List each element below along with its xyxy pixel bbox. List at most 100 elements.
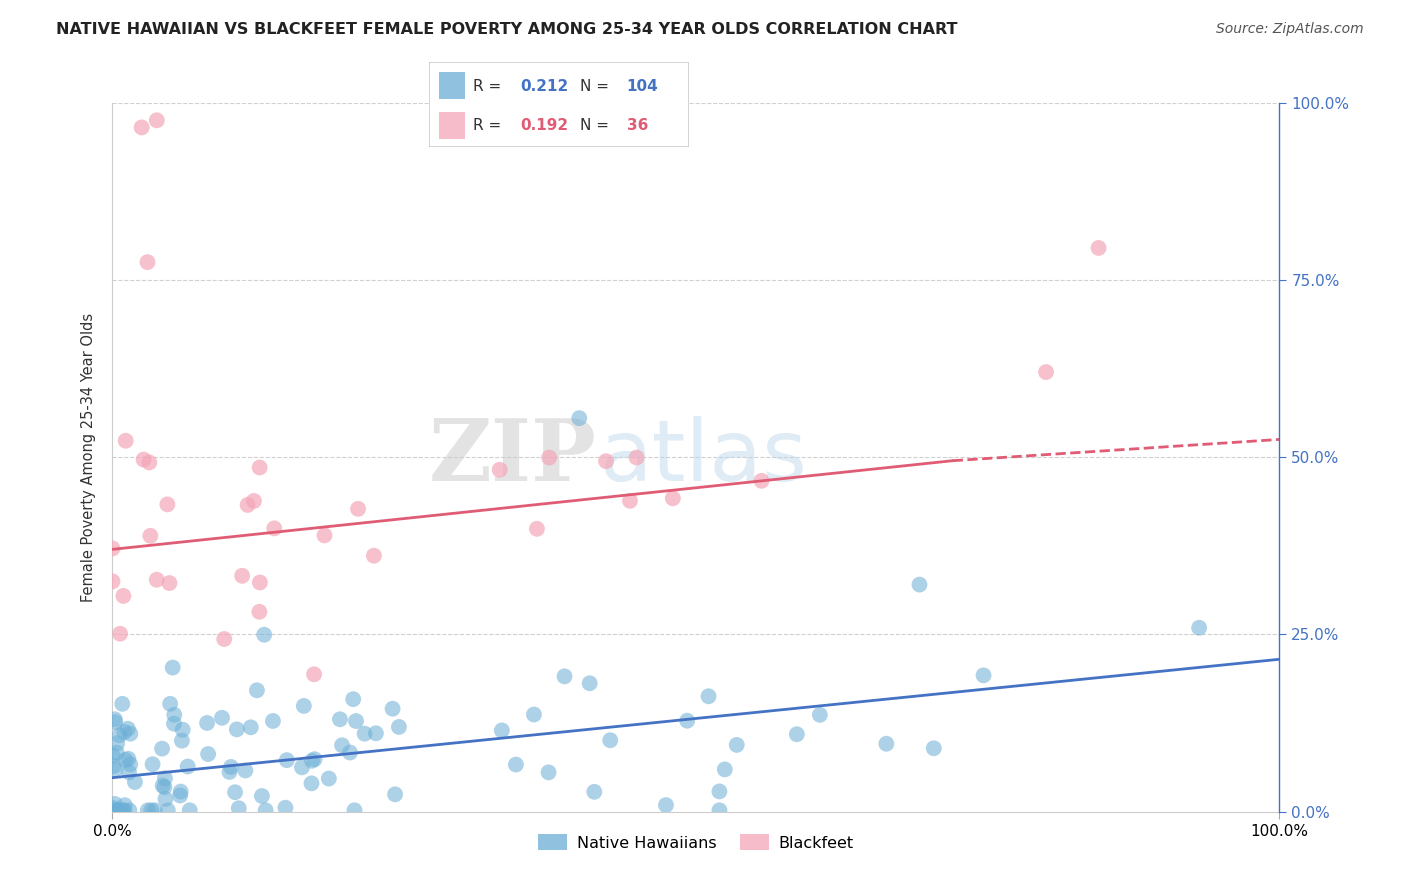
Point xyxy=(292,698,315,713)
Point xyxy=(141,803,163,817)
Point xyxy=(302,667,325,681)
Point xyxy=(218,764,240,779)
Point xyxy=(156,497,179,511)
Point xyxy=(537,765,560,780)
Point xyxy=(112,803,135,817)
Point xyxy=(153,772,176,786)
Point xyxy=(101,541,124,556)
Point xyxy=(120,727,142,741)
Point xyxy=(132,452,155,467)
Point xyxy=(249,460,271,475)
Point xyxy=(364,726,387,740)
Point xyxy=(344,714,367,728)
Point xyxy=(304,752,326,766)
Point xyxy=(505,757,527,772)
Point xyxy=(488,463,510,477)
Point xyxy=(619,493,641,508)
Point xyxy=(114,434,136,448)
Point xyxy=(751,474,773,488)
Point xyxy=(249,575,271,590)
Point xyxy=(153,780,176,795)
Point xyxy=(156,803,179,817)
Point xyxy=(124,775,146,789)
Point xyxy=(254,803,277,817)
Point xyxy=(538,450,561,465)
Point xyxy=(212,632,235,646)
Point xyxy=(118,765,141,780)
Point xyxy=(131,120,153,135)
Point xyxy=(1087,241,1109,255)
Point xyxy=(329,712,352,726)
Point xyxy=(239,720,262,734)
Point xyxy=(250,789,273,803)
Point xyxy=(228,801,250,815)
Text: 0.212: 0.212 xyxy=(520,78,568,94)
Point xyxy=(152,779,174,793)
Point xyxy=(224,785,246,799)
Text: Source: ZipAtlas.com: Source: ZipAtlas.com xyxy=(1216,22,1364,37)
Point xyxy=(1188,621,1211,635)
Point xyxy=(339,746,361,760)
Point xyxy=(114,753,136,767)
Text: 104: 104 xyxy=(627,78,658,94)
Point xyxy=(172,723,194,737)
Point xyxy=(107,803,129,817)
Bar xyxy=(439,71,465,99)
Point xyxy=(786,727,808,741)
Point xyxy=(104,763,127,777)
Point xyxy=(384,787,406,801)
Point xyxy=(922,741,945,756)
Point xyxy=(263,521,285,535)
Point xyxy=(725,738,748,752)
Point xyxy=(554,669,576,683)
Point xyxy=(108,728,131,742)
Point xyxy=(103,801,125,815)
Point xyxy=(145,573,167,587)
Point xyxy=(330,738,353,752)
Point xyxy=(163,707,186,722)
Point xyxy=(112,589,135,603)
Point xyxy=(243,494,266,508)
Point xyxy=(274,800,297,814)
Text: R =: R = xyxy=(472,78,506,94)
Point xyxy=(236,498,259,512)
Point xyxy=(526,522,548,536)
Point xyxy=(104,715,127,730)
Text: atlas: atlas xyxy=(600,416,808,499)
Point xyxy=(247,605,270,619)
Point xyxy=(808,707,831,722)
Point xyxy=(343,803,366,817)
Point xyxy=(491,723,513,738)
Point xyxy=(875,737,897,751)
Point xyxy=(104,797,127,811)
Point xyxy=(301,776,323,790)
Point xyxy=(105,746,128,760)
Point xyxy=(150,741,173,756)
Point xyxy=(112,803,135,817)
Point xyxy=(253,628,276,642)
Point xyxy=(908,577,931,591)
Point xyxy=(139,529,162,543)
Point xyxy=(103,803,125,817)
Point xyxy=(599,733,621,747)
Point xyxy=(626,450,648,465)
Point xyxy=(101,574,124,589)
Point xyxy=(157,576,180,591)
Point xyxy=(120,757,142,772)
Point xyxy=(114,798,136,813)
Point xyxy=(104,712,127,726)
Point xyxy=(105,803,128,817)
Point xyxy=(388,720,411,734)
Point xyxy=(697,690,720,704)
Text: N =: N = xyxy=(579,118,613,133)
Legend: Native Hawaiians, Blackfeet: Native Hawaiians, Blackfeet xyxy=(531,828,860,857)
Point xyxy=(162,660,184,674)
Point xyxy=(108,626,131,640)
Point xyxy=(291,760,314,774)
Point xyxy=(107,803,129,817)
Point xyxy=(176,759,198,773)
Point xyxy=(1035,365,1057,379)
Point xyxy=(314,528,336,542)
Text: N =: N = xyxy=(579,78,613,94)
Point xyxy=(523,707,546,722)
